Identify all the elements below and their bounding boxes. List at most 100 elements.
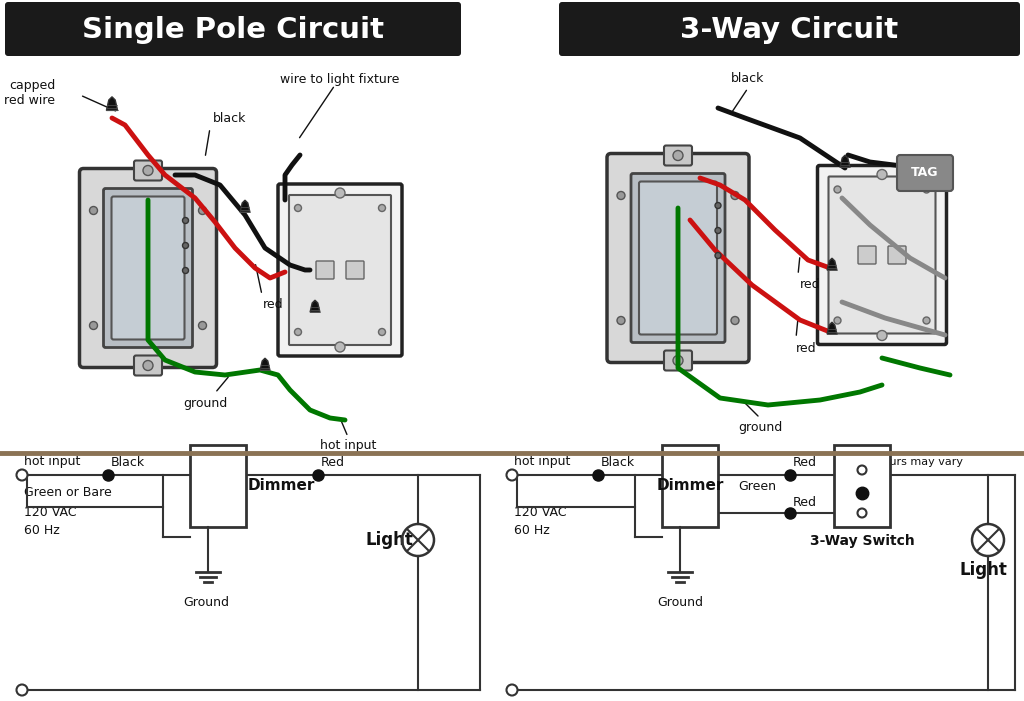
- Text: Red: Red: [793, 496, 817, 508]
- Circle shape: [143, 165, 153, 175]
- Circle shape: [379, 205, 385, 212]
- Circle shape: [295, 329, 301, 336]
- FancyBboxPatch shape: [134, 161, 162, 180]
- Circle shape: [731, 191, 739, 200]
- Circle shape: [673, 355, 683, 365]
- Text: capped
red wire: capped red wire: [4, 79, 55, 107]
- FancyBboxPatch shape: [662, 445, 718, 527]
- Text: 60 Hz: 60 Hz: [514, 524, 550, 536]
- Circle shape: [877, 330, 887, 341]
- Circle shape: [731, 316, 739, 325]
- Text: Ground: Ground: [183, 596, 229, 608]
- Circle shape: [199, 322, 207, 329]
- Text: Colours may vary: Colours may vary: [865, 457, 963, 467]
- Text: Single Pole Circuit: Single Pole Circuit: [82, 16, 384, 44]
- Text: ground: ground: [738, 421, 782, 435]
- Circle shape: [834, 186, 841, 193]
- FancyBboxPatch shape: [278, 184, 402, 356]
- Polygon shape: [260, 358, 270, 370]
- Text: Green: Green: [738, 480, 776, 494]
- FancyBboxPatch shape: [664, 146, 692, 165]
- Circle shape: [715, 228, 721, 233]
- Text: TAG: TAG: [911, 167, 939, 179]
- Polygon shape: [106, 97, 118, 110]
- Circle shape: [16, 470, 28, 480]
- Text: hot input: hot input: [319, 439, 376, 451]
- FancyBboxPatch shape: [5, 2, 461, 56]
- FancyBboxPatch shape: [80, 168, 216, 367]
- Circle shape: [857, 508, 866, 517]
- Text: black: black: [731, 72, 765, 85]
- Polygon shape: [840, 155, 850, 167]
- FancyBboxPatch shape: [346, 261, 364, 279]
- Text: hot input: hot input: [24, 456, 80, 468]
- Circle shape: [182, 268, 188, 273]
- Text: 120 VAC: 120 VAC: [24, 507, 77, 519]
- FancyBboxPatch shape: [858, 246, 876, 264]
- Text: Light: Light: [959, 561, 1007, 579]
- FancyBboxPatch shape: [134, 355, 162, 376]
- Circle shape: [923, 317, 930, 324]
- FancyBboxPatch shape: [897, 155, 953, 191]
- Circle shape: [89, 322, 97, 329]
- FancyBboxPatch shape: [190, 445, 246, 527]
- Text: 3-Way Switch: 3-Way Switch: [810, 534, 914, 548]
- FancyBboxPatch shape: [316, 261, 334, 279]
- FancyBboxPatch shape: [888, 246, 906, 264]
- Circle shape: [834, 317, 841, 324]
- FancyBboxPatch shape: [834, 445, 890, 527]
- Circle shape: [89, 207, 97, 215]
- Text: Black: Black: [111, 456, 145, 468]
- FancyBboxPatch shape: [289, 195, 391, 345]
- FancyBboxPatch shape: [817, 165, 946, 344]
- Text: Ground: Ground: [657, 596, 703, 608]
- Circle shape: [182, 243, 188, 248]
- Text: hot input: hot input: [514, 456, 570, 468]
- Circle shape: [617, 316, 625, 325]
- Text: Light: Light: [366, 531, 413, 549]
- FancyBboxPatch shape: [639, 182, 717, 334]
- Text: Red: Red: [321, 456, 345, 468]
- Circle shape: [199, 207, 207, 215]
- Circle shape: [335, 342, 345, 352]
- Text: Dimmer: Dimmer: [656, 479, 724, 494]
- Polygon shape: [827, 258, 837, 270]
- Text: 120 VAC: 120 VAC: [514, 507, 566, 519]
- Text: black: black: [213, 111, 247, 125]
- FancyBboxPatch shape: [103, 189, 193, 348]
- Circle shape: [857, 465, 866, 475]
- Circle shape: [673, 151, 683, 161]
- Polygon shape: [827, 322, 837, 334]
- FancyBboxPatch shape: [559, 2, 1020, 56]
- Circle shape: [507, 470, 517, 480]
- Circle shape: [715, 203, 721, 208]
- Circle shape: [143, 360, 153, 371]
- Text: Red: Red: [793, 456, 817, 468]
- Circle shape: [507, 684, 517, 695]
- Circle shape: [877, 170, 887, 179]
- Text: red: red: [796, 341, 816, 355]
- Text: red: red: [263, 299, 284, 311]
- FancyBboxPatch shape: [664, 350, 692, 371]
- Text: Black: Black: [601, 456, 635, 468]
- Text: wire to light fixture: wire to light fixture: [281, 74, 399, 86]
- Circle shape: [379, 329, 385, 336]
- Text: Dimmer: Dimmer: [248, 479, 315, 494]
- FancyBboxPatch shape: [607, 154, 749, 362]
- Text: ground: ground: [183, 397, 227, 409]
- Circle shape: [295, 205, 301, 212]
- FancyBboxPatch shape: [112, 196, 184, 339]
- Polygon shape: [240, 200, 250, 212]
- Circle shape: [335, 188, 345, 198]
- Circle shape: [617, 191, 625, 200]
- Circle shape: [923, 186, 930, 193]
- Text: Green or Bare: Green or Bare: [24, 486, 112, 500]
- Text: red: red: [800, 278, 820, 292]
- Circle shape: [16, 684, 28, 695]
- FancyBboxPatch shape: [631, 174, 725, 343]
- Circle shape: [715, 252, 721, 259]
- Circle shape: [182, 217, 188, 224]
- Text: 3-Way Circuit: 3-Way Circuit: [680, 16, 898, 44]
- FancyBboxPatch shape: [828, 177, 936, 334]
- Polygon shape: [310, 300, 319, 312]
